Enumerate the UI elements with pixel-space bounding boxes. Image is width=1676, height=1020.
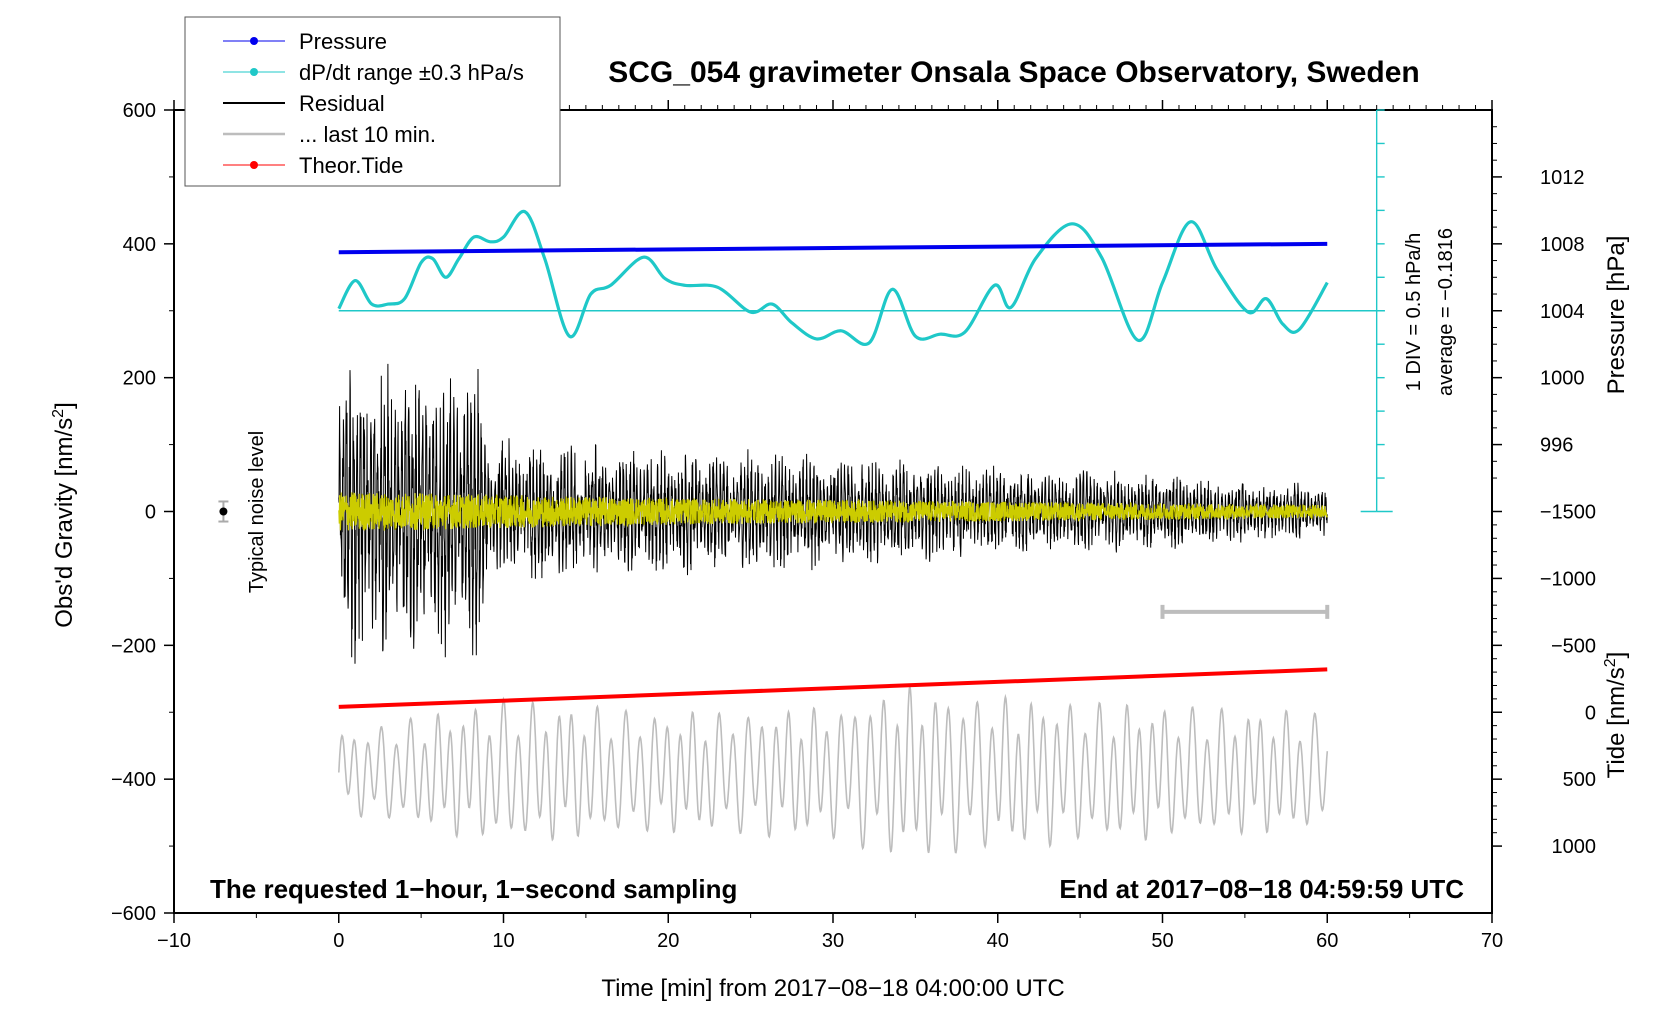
series-last-10-min-line xyxy=(338,686,1329,854)
tide-tick-label: −500 xyxy=(1551,635,1596,657)
series-dpdt-line xyxy=(337,209,1329,346)
x-tick-label: 10 xyxy=(492,930,514,952)
dpdt-average-label: average = −0.1816 xyxy=(1435,228,1457,396)
series-pressure-line xyxy=(338,241,1328,255)
axes-layer: −10 0 10 20 30 40 50 60 70 −600 −400 −200 0 200 400 600… xyxy=(111,100,1596,952)
tide-tick-label: −1000 xyxy=(1540,568,1596,590)
legend-label: Pressure xyxy=(299,29,387,54)
legend-box xyxy=(184,16,561,187)
pressure-tick-label: 1012 xyxy=(1540,167,1585,189)
y-tick-label: 400 xyxy=(123,234,156,256)
noise-level-label: Typical noise level xyxy=(246,431,268,593)
chart-title: SCG_054 gravimeter Onsala Space Observat… xyxy=(608,56,1420,89)
y-tick-label: 0 xyxy=(145,502,156,524)
legend-marker xyxy=(250,37,258,45)
tide-tick-label: −1500 xyxy=(1540,502,1596,524)
series-layer xyxy=(337,209,1385,854)
x-axis-title: Time [min] from 2017−08−18 04:00:00 UTC xyxy=(601,975,1064,1002)
y-axis-title-pressure: Pressure [hPa] xyxy=(1603,236,1630,395)
y-tick-label: 200 xyxy=(123,368,156,390)
x-tick-label: 70 xyxy=(1481,930,1503,952)
series-tide-line xyxy=(338,667,1328,709)
y-axis-title-gravity: Obs'd Gravity [nm/s2] xyxy=(50,402,78,628)
legend-label: Theor.Tide xyxy=(299,153,403,178)
x-tick-label: 0 xyxy=(333,930,344,952)
noise-level-point xyxy=(219,507,228,516)
x-tick-label: 30 xyxy=(822,930,844,952)
legend: Pressure dP/dt range ±0.3 hPa/s Residual..… xyxy=(184,16,561,187)
x-tick-label: 50 xyxy=(1151,930,1173,952)
pressure-tick-label: 1004 xyxy=(1540,301,1585,323)
pressure-tick-label: 996 xyxy=(1540,435,1573,457)
legend-label: ... last 10 min. xyxy=(299,122,436,147)
y-tick-label: −400 xyxy=(111,769,156,791)
x-tick-label: 20 xyxy=(657,930,679,952)
pressure-tick-label: 1000 xyxy=(1540,368,1585,390)
annotation-end-time: End at 2017−08−18 04:59:59 UTC xyxy=(1059,874,1464,904)
series-filtered-line xyxy=(338,492,1328,532)
legend-label: Residual xyxy=(299,91,385,116)
y-tick-label: 600 xyxy=(123,100,156,122)
x-tick-label: 40 xyxy=(987,930,1009,952)
dpdt-division-label: 1 DIV = 0.5 hPa/h xyxy=(1403,233,1425,391)
x-tick-label: 60 xyxy=(1316,930,1338,952)
tide-tick-label: 0 xyxy=(1585,702,1596,724)
y-tick-label: −600 xyxy=(111,903,156,925)
legend-marker xyxy=(250,68,258,76)
tide-tick-label: 500 xyxy=(1563,769,1596,791)
tide-tick-label: 1000 xyxy=(1552,836,1597,858)
legend-label: dP/dt range ±0.3 hPa/s xyxy=(299,60,524,85)
x-tick-label: −10 xyxy=(157,930,191,952)
pressure-tick-label: 1008 xyxy=(1540,234,1585,256)
y-axis-title-tide: Tide [nm/s2] xyxy=(1602,652,1630,779)
legend-marker xyxy=(250,161,258,169)
annotation-sampling: The requested 1−hour, 1−second sampling xyxy=(210,874,737,904)
y-tick-label: −200 xyxy=(111,635,156,657)
